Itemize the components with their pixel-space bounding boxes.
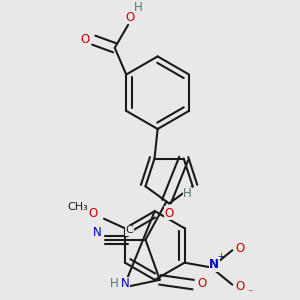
- Text: H: H: [183, 188, 192, 200]
- Text: O: O: [164, 206, 174, 220]
- Text: ⁻: ⁻: [248, 288, 254, 298]
- Text: O: O: [235, 242, 244, 255]
- Text: O: O: [80, 33, 90, 46]
- Text: O: O: [125, 11, 135, 24]
- Text: N: N: [93, 226, 102, 238]
- Text: O: O: [88, 208, 97, 220]
- Text: H: H: [134, 1, 143, 14]
- Text: H: H: [110, 277, 118, 290]
- Text: N: N: [121, 277, 130, 290]
- Text: CH₃: CH₃: [67, 202, 88, 212]
- Text: N: N: [209, 258, 219, 271]
- Text: O: O: [197, 277, 206, 290]
- Text: +: +: [218, 253, 224, 262]
- Text: C: C: [125, 225, 133, 235]
- Text: O: O: [235, 280, 244, 293]
